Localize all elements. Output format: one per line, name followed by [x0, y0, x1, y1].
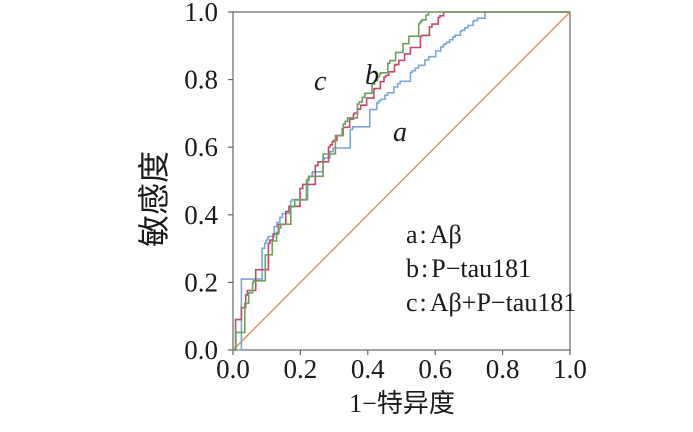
svg-text:c:Aβ+P−tau181: c: Aβ+P−tau181	[406, 288, 576, 317]
svg-text:0.6: 0.6	[184, 132, 218, 162]
svg-text:0.4: 0.4	[184, 200, 218, 230]
svg-text:a: a	[393, 117, 407, 148]
svg-text:1.0: 1.0	[184, 0, 218, 27]
svg-text:0.2: 0.2	[284, 354, 318, 384]
svg-text:敏感度: 敏感度	[136, 151, 172, 247]
svg-text:b:P−tau181: b: P−tau181	[406, 254, 531, 283]
svg-text:0.0: 0.0	[216, 354, 250, 384]
svg-text:0.0: 0.0	[184, 335, 218, 365]
svg-text:0.6: 0.6	[418, 354, 452, 384]
svg-text:0.8: 0.8	[184, 65, 218, 95]
svg-text:c: c	[314, 66, 327, 97]
svg-text:0.8: 0.8	[486, 354, 520, 384]
svg-text:0.2: 0.2	[184, 267, 218, 297]
svg-text:b: b	[365, 60, 379, 91]
svg-text:1.0: 1.0	[553, 354, 587, 384]
svg-text:0.4: 0.4	[351, 354, 385, 384]
svg-text:a:Aβ: a: Aβ	[406, 220, 462, 249]
svg-text:1−特异度: 1−特异度	[349, 389, 455, 418]
